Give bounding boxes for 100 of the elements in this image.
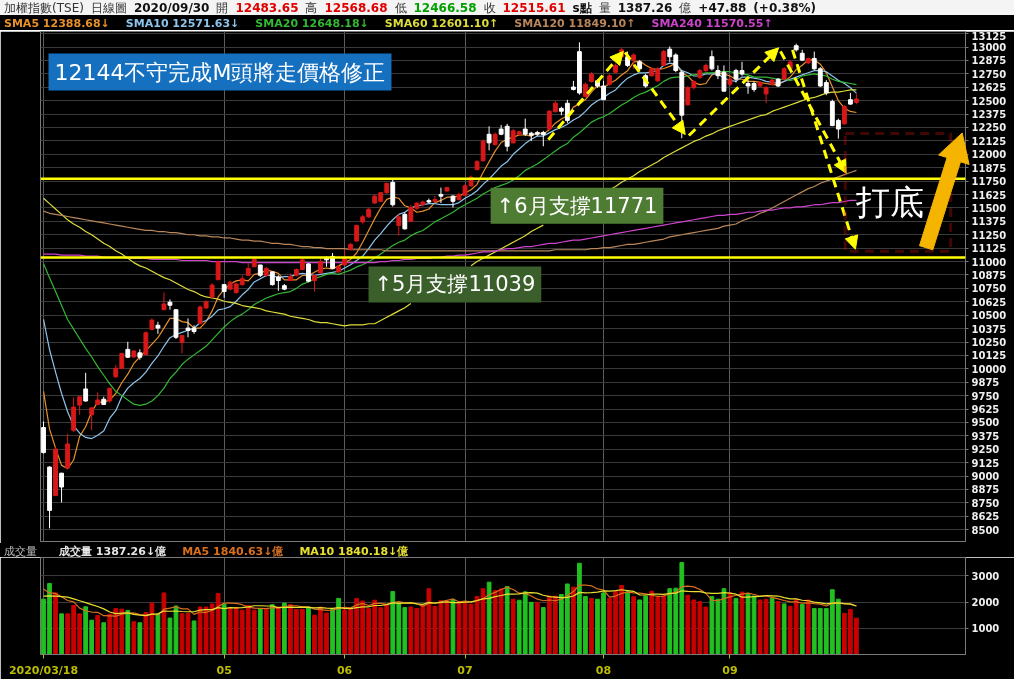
y-tick-label: 12875 [971,55,1007,67]
candlestick [89,406,95,431]
y-tick-label: 3000 [971,570,1000,582]
candlestick [390,178,396,208]
bar [799,603,805,655]
text: MA10 1840.18↓億 [299,545,409,559]
bar [101,622,107,655]
y-tick-label: 10500 [971,310,1007,322]
bar [534,601,540,655]
y-tick-label: 13125 [971,30,1007,42]
candlestick [155,321,161,335]
y-tick-label: 1000 [971,623,1000,635]
candlestick [179,335,185,354]
text: 加權指數(TSE) 日線圖 2020/09/30 開 12483.65 高 12568.68 低 12466.58 收 12515.61 s點 量 1387.26 億 +47.88 (+0.38%) [4,1,817,15]
text: SMA240 11570.55↑ [651,16,773,31]
y-tick-label: 10750 [971,283,1007,295]
y-tick-label: 12250 [971,122,1007,134]
y-tick-label: 10000 [971,363,1007,375]
candlestick [396,213,402,236]
y-tick-label: 10625 [971,296,1007,308]
text: SMA60 12601.10↑ [384,16,499,31]
bar [589,597,594,655]
bar [625,591,630,655]
y-tick-label: 12000 [971,149,1007,161]
bar [769,597,775,655]
y-tick-label: 12625 [971,82,1007,94]
bar [59,613,64,655]
y-tick-label: 12125 [971,135,1007,147]
chart-title: 成交量 [4,545,37,559]
bar [727,592,733,655]
bar [131,621,137,655]
y-tick-label: 8875 [971,484,1000,496]
bar [282,602,287,655]
bar [155,613,161,655]
x-tick-label: 09 [722,663,738,677]
y-tick-label: 12375 [971,109,1007,121]
y-tick-label: 11750 [971,176,1007,188]
bar [450,598,456,655]
y-tick-label: 11875 [971,162,1007,174]
candlestick [432,195,438,204]
y-tick-label: 11125 [971,243,1007,255]
candlestick [167,298,173,311]
bar [631,596,636,655]
candlestick [143,330,149,357]
bar [263,608,269,655]
y-tick-label: 11000 [971,256,1007,268]
x-tick-label: 07 [457,663,473,677]
y-tick-label: 12750 [971,68,1007,80]
bar [540,607,546,655]
candlestick [215,259,221,281]
y-tick-label: 8625 [971,511,1000,523]
x-tick-label: 2020/03/18 [8,663,79,677]
y-tick-label: 2000 [971,597,1000,609]
bar [257,608,263,655]
y-tick-label: 11500 [971,202,1007,214]
y-tick-label: 9375 [971,430,1000,442]
bar [733,597,739,655]
candlestick [83,372,89,403]
bar [805,599,811,655]
y-tick-label: 9625 [971,404,1000,416]
ref-line-label: ↑6月支撐11771 [496,193,658,218]
candlestick [438,187,444,204]
bar [95,614,101,655]
y-tick-label: 9125 [971,457,1000,469]
bar [571,586,576,655]
y-tick-label: 11250 [971,229,1007,241]
text: SMA120 11849.10↑ [514,16,636,31]
candlestick [450,194,456,209]
bar [125,609,131,655]
bar [137,622,143,655]
candlestick [486,125,492,151]
y-tick-label: 8750 [971,497,1000,509]
candlestick [71,397,77,433]
candlestick [137,348,143,361]
bar [221,603,227,655]
bar [161,592,167,655]
x-tick-label: 08 [595,663,612,677]
y-tick-label: 9250 [971,444,1000,456]
annotation: 打底 [854,182,924,223]
text: 12144不守完成M頭將走價格修正 [54,59,386,85]
candlestick [763,85,769,104]
bar [775,601,781,655]
bar [739,591,745,655]
y-tick-label: 10250 [971,337,1007,348]
y-tick-label: 12500 [971,95,1007,107]
bar [269,604,275,655]
bar [504,586,510,655]
y-tick-label: 9875 [971,377,1000,389]
y-tick-label: 10375 [971,323,1007,335]
candlestick [709,49,715,72]
text: SMA20 12648.18↓ [255,16,369,31]
y-tick-label: 9500 [971,417,1000,429]
bar [510,598,516,655]
bar [486,581,492,655]
bar [191,620,197,655]
text: MA5 1840.63↓億 [182,545,284,559]
y-tick-label: 11375 [971,216,1007,228]
text: SMA5 12388.68↓ [4,16,110,31]
y-tick-label: 13000 [971,42,1007,54]
bar [306,606,311,655]
